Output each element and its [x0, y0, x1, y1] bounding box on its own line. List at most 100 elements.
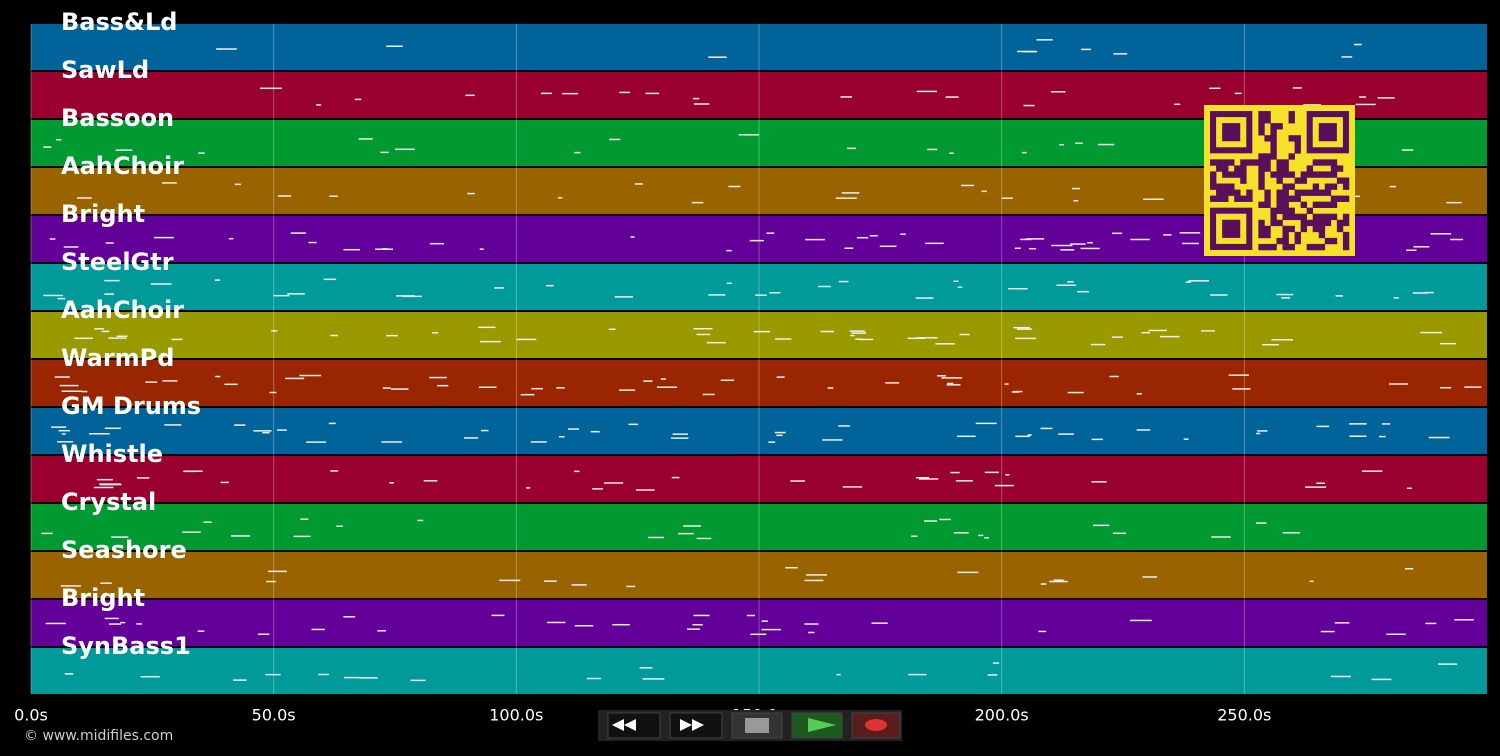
note [1136, 393, 1142, 395]
note [494, 287, 504, 289]
note [224, 383, 238, 386]
note [182, 531, 201, 533]
note [696, 537, 712, 540]
note [100, 582, 112, 584]
note [55, 138, 62, 141]
note [429, 376, 447, 379]
qr-module [1216, 159, 1223, 166]
note [89, 433, 110, 435]
note [343, 676, 360, 679]
note [1182, 242, 1199, 245]
qr-module [1282, 195, 1289, 202]
qr-module [1306, 243, 1314, 251]
note [693, 103, 710, 105]
note [1001, 197, 1013, 199]
track-name: GM Drums [61, 392, 201, 420]
note [273, 294, 290, 297]
note [957, 435, 976, 438]
note [540, 92, 552, 95]
qr-module [1258, 129, 1265, 136]
qr-module [1240, 165, 1247, 172]
qr-module [1228, 189, 1235, 196]
note [233, 679, 247, 681]
note [1446, 201, 1462, 204]
note [849, 330, 865, 332]
note [957, 286, 963, 289]
note [1050, 91, 1066, 93]
note [150, 283, 172, 285]
qr-module [1294, 189, 1301, 196]
qr-module [1294, 135, 1301, 142]
note [1316, 482, 1325, 484]
note [836, 673, 841, 676]
note [608, 138, 621, 141]
note [804, 579, 824, 582]
qr-module [1306, 165, 1314, 172]
note [43, 146, 52, 148]
note [258, 633, 270, 636]
note [41, 532, 53, 535]
track-name: SynBass1 [61, 632, 191, 660]
note [692, 97, 700, 100]
note [330, 470, 339, 472]
note [81, 390, 88, 393]
note [1075, 142, 1083, 144]
note [386, 334, 398, 337]
note [683, 525, 702, 527]
note [1141, 331, 1150, 334]
note [1354, 43, 1362, 46]
note [417, 519, 424, 522]
qr-module [1318, 189, 1326, 196]
record-button[interactable] [851, 712, 901, 739]
note [1148, 329, 1167, 332]
track-name: Crystal [61, 488, 156, 516]
note [402, 295, 422, 298]
qr-module [1246, 159, 1253, 166]
qr-module [1312, 171, 1320, 178]
qr-module [1264, 159, 1271, 166]
qr-module [1258, 231, 1265, 239]
qr-module [1288, 243, 1295, 251]
note [984, 537, 990, 539]
note [1256, 432, 1261, 435]
qr-module [1264, 117, 1271, 124]
qr-module [1336, 195, 1344, 202]
qr-module [1258, 177, 1265, 184]
note [670, 437, 689, 439]
note [99, 483, 121, 485]
note [856, 236, 869, 239]
qr-module [1324, 201, 1332, 208]
qr-module [1300, 219, 1307, 227]
note [54, 376, 70, 378]
qr-module [1288, 117, 1295, 124]
qr-module [1318, 159, 1326, 166]
qr-module [1240, 171, 1247, 178]
note [1412, 292, 1428, 294]
note [1016, 328, 1033, 330]
note [1093, 524, 1110, 527]
note [1464, 386, 1482, 388]
note [766, 232, 775, 234]
qr-module [1258, 243, 1265, 251]
note [612, 623, 630, 626]
qr-module [1294, 177, 1301, 184]
qr-module [1216, 183, 1223, 190]
qr-module [1210, 177, 1217, 184]
note [1209, 87, 1221, 90]
note [1276, 293, 1294, 296]
qr-module [1324, 237, 1332, 245]
note [1081, 48, 1092, 51]
note [262, 431, 270, 434]
qr-module [1222, 189, 1229, 196]
note [1070, 243, 1086, 245]
qr-module [1330, 183, 1338, 190]
track-name: Whistle [61, 440, 163, 468]
qr-module [1228, 183, 1235, 190]
qr-module [1210, 171, 1217, 178]
note [544, 580, 557, 582]
track-band [31, 264, 1487, 310]
qr-module [1270, 213, 1277, 221]
note [1087, 241, 1094, 244]
note [774, 431, 786, 434]
note [1261, 343, 1279, 346]
